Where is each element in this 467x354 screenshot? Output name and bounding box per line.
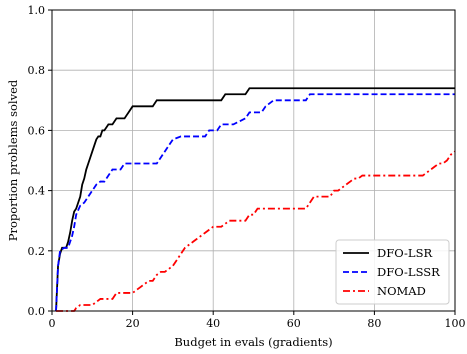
legend-label-dfo-lsr: DFO-LSR — [377, 246, 432, 260]
legend: DFO-LSR DFO-LSSR NOMAD — [335, 239, 450, 305]
series-group — [55, 87, 456, 312]
y-tick-label: 1.0 — [28, 4, 46, 17]
y-axis-label: Proportion problems solved — [6, 79, 20, 241]
y-tick-label: 0.0 — [28, 305, 46, 318]
y-tick-label: 0.2 — [28, 245, 46, 258]
x-tick-label: 0 — [49, 317, 56, 330]
series-line-dfo-lsr — [55, 87, 455, 312]
legend-label-dfo-lssr: DFO-LSSR — [377, 265, 440, 279]
legend-label-nomad: NOMAD — [377, 284, 426, 298]
x-tick-label: 100 — [445, 317, 466, 330]
plot-frame — [51, 9, 456, 312]
series-line-dfo-lssr — [55, 93, 455, 312]
grid — [51, 9, 456, 312]
x-axis-label: Budget in evals (gradients) — [174, 335, 332, 349]
y-tick-label: 0.6 — [28, 124, 46, 137]
x-tick-label: 60 — [287, 317, 301, 330]
y-tick-label: 0.8 — [28, 64, 46, 77]
series-line-nomad — [56, 150, 456, 312]
x-tick-label: 40 — [206, 317, 220, 330]
y-tick-label: 0.4 — [28, 185, 46, 198]
legend-box — [335, 239, 450, 305]
x-tick-label: 20 — [126, 317, 140, 330]
ticks: 0 20 40 60 80 100 0.0 0.2 0.4 0.6 0.8 1.0 — [28, 4, 466, 330]
x-tick-label: 80 — [367, 317, 381, 330]
